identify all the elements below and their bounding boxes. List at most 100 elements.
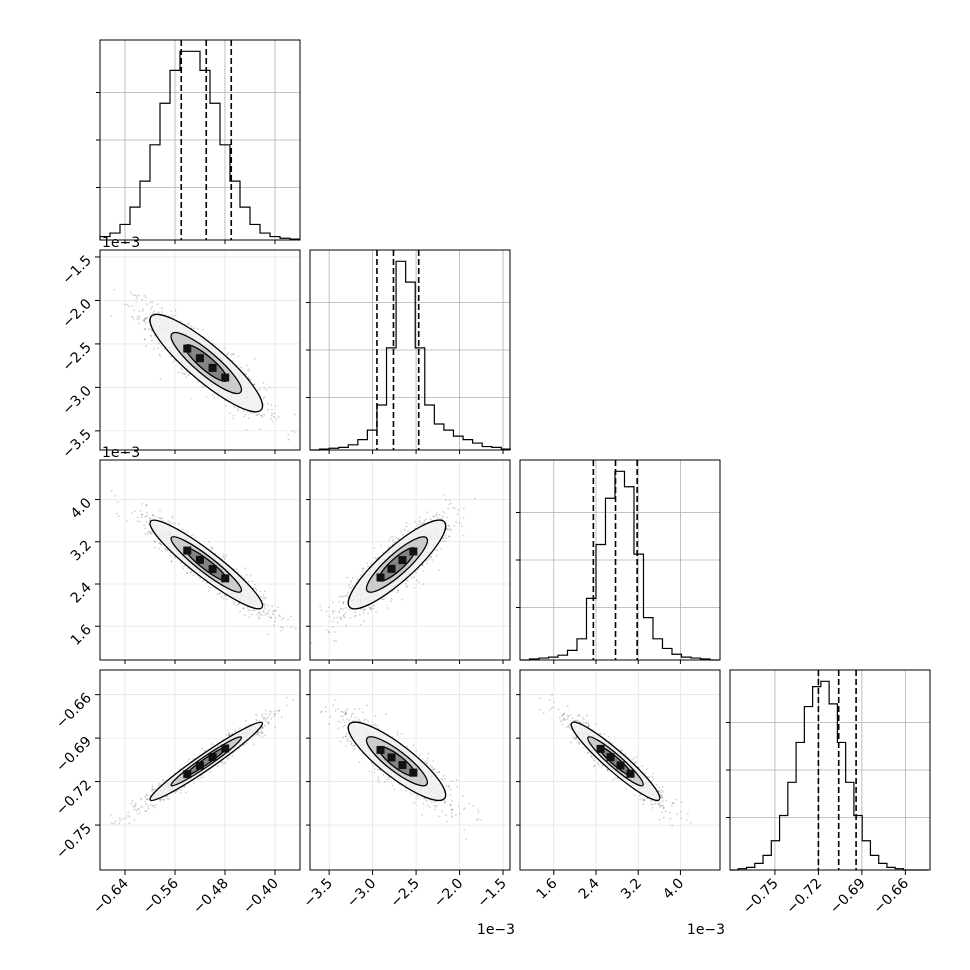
sample-point [166,797,169,800]
sample-point [151,514,154,517]
sample-point [224,761,227,764]
sample-point [144,516,147,518]
sample-point [211,393,214,396]
sample-point [400,530,403,533]
sample-point [342,595,345,598]
sample-point [290,626,293,629]
sample-point [141,319,144,321]
sample-point [339,595,342,598]
sample-point [128,822,131,825]
sample-point [350,580,353,583]
sample-point [261,599,264,602]
sample-point [191,327,194,330]
sample-point [160,517,163,520]
sample-point [145,322,147,325]
sample-point [421,564,424,566]
sample-point [222,762,225,765]
sample-point [142,308,144,311]
sample-point [404,582,407,585]
sample-point [255,719,258,722]
sample-point [259,613,262,616]
sample-point [171,522,174,525]
sample-point [132,318,135,321]
sample-point [144,803,147,805]
scatter-frame-2-0 [99,459,301,661]
sample-point [391,539,394,542]
sample-point [213,396,216,399]
sample-point [159,509,161,512]
sample-point [229,733,231,736]
sample-point [146,794,149,797]
sample-point [157,342,160,345]
sample-point [448,528,450,531]
sample-point [130,802,133,805]
sample-point [342,613,345,616]
sample-point [430,556,433,559]
sample-point [367,612,370,615]
sample-point [415,571,418,574]
scatter-clip-2-0 [100,460,300,660]
sample-point [243,614,246,617]
sample-point [193,327,196,330]
sample-point [473,497,476,500]
sample-point [450,502,452,505]
sample-point [263,611,265,614]
sample-point [327,630,330,633]
sample-point [260,731,263,734]
sample-point [131,799,134,802]
sample-point [340,607,342,610]
sample-point [422,522,425,525]
sample-point [255,414,258,416]
sample-point [152,805,155,807]
sample-point [189,571,192,574]
sample-point [249,574,252,577]
histogram-frame-2 [519,459,721,661]
sample-point [361,567,364,570]
scatter-panel-1-0 [99,249,301,451]
sample-point [138,315,141,318]
sample-point [177,371,180,374]
sample-point [228,412,231,415]
sample-point [151,305,154,308]
sample-point [181,368,184,371]
sample-point [249,378,252,381]
sample-point [261,614,263,616]
sample-point [114,820,117,823]
sample-point [145,345,147,348]
sample-point [426,562,428,564]
sample-point [116,500,119,503]
sample-point [247,608,250,611]
sample-point [291,430,294,432]
density-core-2-1-3 [409,547,418,556]
sample-point [346,595,349,598]
sample-point [207,586,210,588]
sample-point [247,376,250,379]
sample-point [131,316,133,318]
sample-point [325,610,328,613]
sample-point [114,495,117,497]
sample-point [225,598,228,601]
sample-point [159,541,161,544]
sample-point [170,355,173,358]
sample-point [232,404,235,407]
sample-point [413,576,416,579]
sample-point [186,531,189,534]
sample-point [136,297,139,300]
sample-point [174,309,177,312]
sample-point [393,541,396,543]
sample-point [148,517,151,520]
sample-point [423,521,426,524]
sample-point [151,785,154,787]
sample-point [180,788,183,791]
sample-point [247,580,250,583]
sample-point [261,736,264,738]
sample-point [260,596,263,598]
sample-point [448,535,450,538]
sample-point [342,615,345,617]
sample-point [272,613,275,616]
sample-point [442,494,445,496]
sample-point [255,713,258,716]
scatter-clip-1-0 [100,250,300,450]
histogram-frame-1 [309,249,511,451]
histogram-panel-1 [306,249,511,451]
